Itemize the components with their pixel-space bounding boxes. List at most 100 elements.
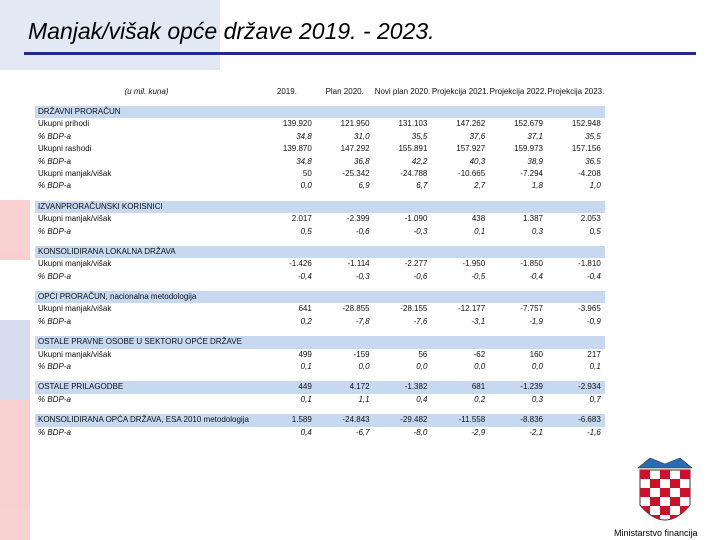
data-row: % BDP-a 0,2 -7,8 -7,6 -3,1 -1,9 -0,9 xyxy=(35,316,605,328)
cell: -1.810 xyxy=(578,259,601,269)
spacer xyxy=(35,238,605,246)
cell: 0,2 xyxy=(300,316,312,326)
cell: -0,3 xyxy=(413,226,428,236)
table: (u mil. kuna) 2019. Plan 2020. Novi plan 20… xyxy=(35,76,605,439)
column-header: Projekcija 2022. xyxy=(489,86,547,96)
cell: -2,1 xyxy=(529,427,543,437)
row-label: Ukupni manjak/višak xyxy=(38,349,112,359)
data-row: % BDP-a -0,4 -0,3 -0,6 -0,5 -0,4 -0,4 xyxy=(35,271,605,283)
cell: 36,5 xyxy=(585,156,601,166)
cell: -24.843 xyxy=(342,415,370,425)
row-label: % BDP-a xyxy=(38,316,71,326)
section-row: KONSOLIDIRANA OPĆA DRŽAVA, ESA 2010 meto… xyxy=(35,414,605,427)
cell: -0,4 xyxy=(298,271,312,281)
cell: -7,6 xyxy=(413,316,428,326)
cell: -6,7 xyxy=(355,427,370,437)
cell: -1.114 xyxy=(347,259,370,269)
cell: 34,8 xyxy=(296,156,312,166)
cell: 152.948 xyxy=(571,119,601,129)
cell: -7.294 xyxy=(520,168,543,178)
cell: -7.757 xyxy=(520,304,543,314)
cell: 157.927 xyxy=(456,144,486,154)
section-row: IZVANPRORAČUNSKI KORISNICI xyxy=(35,200,605,214)
cell: 139.870 xyxy=(282,144,312,154)
cell: 147.262 xyxy=(456,119,486,129)
cell: -0,4 xyxy=(529,271,543,281)
cell: -3.965 xyxy=(578,304,601,314)
cell: 147.292 xyxy=(340,144,370,154)
cell: 50 xyxy=(302,168,312,178)
cell: -62 xyxy=(473,349,486,359)
spacer xyxy=(35,283,605,291)
cell: 2,7 xyxy=(474,181,486,191)
cell: 0,2 xyxy=(474,394,486,404)
column-header: 2019. xyxy=(276,86,297,96)
row-label: % BDP-a xyxy=(38,181,71,191)
row-label: Ukupni manjak/višak xyxy=(38,259,112,269)
cell: 1.387 xyxy=(522,214,543,224)
cell: 1,0 xyxy=(589,181,601,191)
cell: -10.665 xyxy=(458,168,486,178)
cell: -12.177 xyxy=(458,304,486,314)
cell: -1.426 xyxy=(289,259,312,269)
cell: -0,6 xyxy=(413,271,428,281)
cell: 0,0 xyxy=(474,362,486,372)
cell: -0,4 xyxy=(586,271,601,281)
cell: 159.973 xyxy=(514,144,543,154)
cell: 155.891 xyxy=(398,144,428,154)
slide-title: Manjak/višak opće države 2019. - 2023. xyxy=(28,18,435,44)
row-label: Ukupni rashodi xyxy=(38,144,92,154)
section-title: KONSOLIDIRANA OPĆA DRŽAVA, ESA 2010 meto… xyxy=(38,415,249,425)
cell: 499 xyxy=(298,349,312,359)
header-row: (u mil. kuna) 2019. Plan 2020. Novi plan 20… xyxy=(35,76,605,106)
section-title: OPĆI PRORAČUN, nacionalna metodologija xyxy=(38,292,197,302)
cell: 38,9 xyxy=(527,156,543,166)
cell: -159 xyxy=(353,349,370,359)
spacer xyxy=(35,406,605,414)
cell: 438 xyxy=(471,214,486,224)
row-label: % BDP-a xyxy=(38,226,71,236)
spacer xyxy=(35,328,605,336)
section-title: OSTALE PRILAGODBE xyxy=(38,382,124,392)
data-row: Ukupni manjak/višak 499 -159 56 -62 160 217 xyxy=(35,349,605,361)
section-row: OSTALE PRILAGODBE 449 4.172 -1.382 681 -1.239… xyxy=(35,381,605,394)
cell: -7,8 xyxy=(355,316,370,326)
section-row: DRŽAVNI PRORAČUN xyxy=(35,106,605,119)
cell: 40,3 xyxy=(469,156,486,166)
cell: 0,1 xyxy=(589,362,601,372)
cell: 35,5 xyxy=(585,131,601,141)
column-header: (u mil. kuna) xyxy=(124,86,169,96)
cell: -1,6 xyxy=(586,427,601,437)
cell: -1,9 xyxy=(529,316,543,326)
cell: 2.053 xyxy=(580,214,601,224)
cell: 0,4 xyxy=(300,427,312,437)
section-row: OPĆI PRORAČUN, nacionalna metodologija xyxy=(35,291,605,304)
row-label: % BDP-a xyxy=(38,427,71,437)
cell: 0,3 xyxy=(531,226,543,236)
section-title: OSTALE PRAVNE OSOBE U SEKTORU OPĆE DRŽAV… xyxy=(38,337,242,347)
data-row: Ukupni manjak/višak 641 -28.855 -28.155 -12.… xyxy=(35,303,605,315)
cell: 681 xyxy=(471,382,486,392)
cell: -8,0 xyxy=(413,427,428,437)
row-label: % BDP-a xyxy=(38,394,71,404)
cell: 121.950 xyxy=(340,119,370,129)
cell: 0,0 xyxy=(531,362,543,372)
data-row: Ukupni manjak/višak 2.017 -2.399 -1.090 438 1… xyxy=(35,213,605,225)
cell: 31,0 xyxy=(354,131,370,141)
cell: -1.850 xyxy=(520,259,543,269)
flag-background xyxy=(0,0,220,540)
section-title: KONSOLIDIRANA LOKALNA DRŽAVA xyxy=(38,246,176,256)
data-row: % BDP-a 0,1 1,1 0,4 0,2 0,3 0,7 xyxy=(35,394,605,406)
row-label: % BDP-a xyxy=(38,271,71,281)
cell: 37,1 xyxy=(527,131,543,141)
cell: -8.836 xyxy=(520,415,543,425)
cell: -28.855 xyxy=(342,304,370,314)
data-row: Ukupni manjak/višak -1.426 -1.114 -2.277 -1.… xyxy=(35,258,605,270)
row-label: % BDP-a xyxy=(38,156,71,166)
footer: Ministarstvo financija xyxy=(614,528,698,538)
row-label: Ukupni prihodi xyxy=(38,119,90,129)
cell: -4.208 xyxy=(578,168,601,178)
cell: -25.342 xyxy=(342,168,370,178)
cell: -3,1 xyxy=(471,316,486,326)
